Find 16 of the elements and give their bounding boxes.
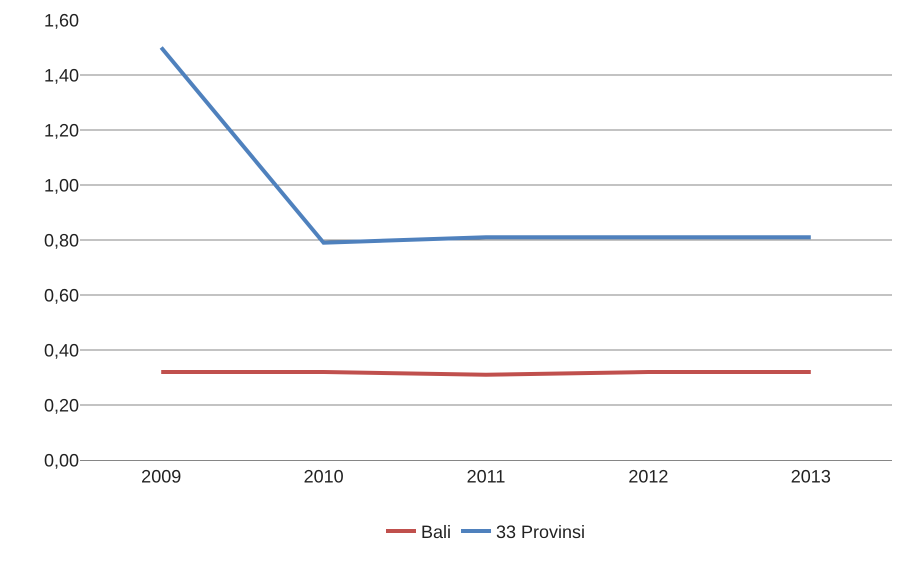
x-tick-label: 2009 bbox=[141, 466, 182, 487]
y-tick-label: 0,80 bbox=[44, 230, 79, 250]
x-tick-label: 2012 bbox=[628, 466, 668, 487]
legend-label: Bali bbox=[421, 522, 452, 542]
y-tick-label: 1,00 bbox=[44, 175, 79, 196]
y-tick-label: 1,60 bbox=[44, 10, 79, 30]
y-tick-label: 1,20 bbox=[44, 120, 79, 140]
x-tick-label: 2013 bbox=[790, 466, 831, 487]
y-tick-label: 0,60 bbox=[44, 285, 79, 306]
x-tick-label: 2011 bbox=[466, 466, 506, 487]
y-tick-label: 0,00 bbox=[44, 450, 79, 470]
y-tick-label: 0,20 bbox=[44, 395, 79, 416]
y-tick-label: 0,40 bbox=[44, 340, 79, 360]
legend-label: 33 Provinsi bbox=[496, 522, 586, 542]
y-tick-label: 1,40 bbox=[44, 65, 79, 86]
x-tick-label: 2010 bbox=[304, 466, 344, 487]
